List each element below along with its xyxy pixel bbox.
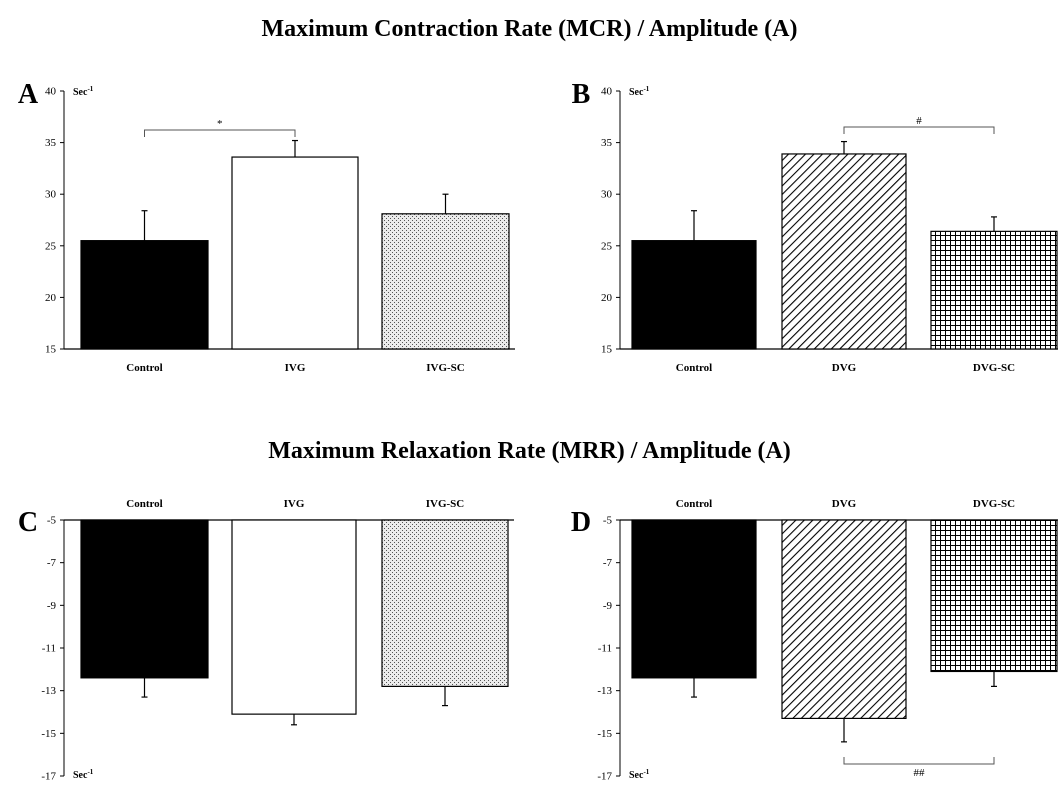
y-tick-label: 30	[601, 189, 613, 201]
y-tick-label: -7	[47, 557, 57, 569]
bar-control	[631, 240, 757, 350]
bar-dvg-sc	[930, 230, 1058, 350]
y-tick-label: -5	[47, 515, 57, 527]
chart-panel-b: B 15 20 25 30 35 40 Sec-1 Control DVG DVG-SC #	[572, 79, 1058, 374]
chart-panel-d: D -5 -7 -9 -11 -13 -15 -17 Sec-1 Control DVG DVG-SC…	[571, 498, 1058, 783]
y-tick-label: 35	[45, 137, 57, 149]
bar-ivg	[231, 519, 357, 715]
y-tick-label: -17	[41, 771, 56, 783]
bar-control	[80, 519, 209, 679]
category-label: DVG-SC	[973, 498, 1015, 510]
category-label: DVG	[832, 362, 857, 374]
bar-dvg-sc	[930, 519, 1058, 673]
y-unit-label: Sec-1	[73, 768, 94, 781]
category-label: Control	[126, 498, 162, 510]
bar-dvg	[781, 519, 907, 719]
category-label: IVG	[284, 498, 305, 510]
chart-panel-a: A 15 20 25 30 35 40 Sec-1 Control IVG IVG-SC *	[18, 79, 515, 374]
y-tick-label: -7	[603, 557, 613, 569]
bar-control	[80, 240, 209, 350]
category-label: IVG	[285, 362, 306, 374]
significance-bracket	[843, 757, 995, 765]
category-label: IVG-SC	[426, 362, 465, 374]
y-tick-label: 15	[601, 344, 613, 356]
y-tick-label: 40	[45, 86, 57, 98]
y-tick-label: 30	[45, 189, 57, 201]
y-tick-label: 25	[601, 240, 613, 252]
y-unit-label: Sec-1	[629, 768, 650, 781]
bar-ivg	[231, 156, 359, 350]
panel-label: C	[18, 507, 38, 538]
bar-dvg	[781, 153, 907, 350]
bar-control	[631, 519, 757, 679]
significance-marker: #	[916, 115, 922, 127]
y-tick-label: -17	[597, 771, 612, 783]
panel-label: A	[18, 79, 39, 110]
category-label: Control	[676, 498, 712, 510]
category-label: DVG-SC	[973, 362, 1015, 374]
y-tick-label: -13	[41, 685, 56, 697]
y-tick-label: -15	[597, 728, 612, 740]
significance-bracket	[144, 129, 296, 137]
y-tick-label: -9	[603, 600, 613, 612]
y-tick-label: 25	[45, 240, 57, 252]
bottom-section-title: Maximum Relaxation Rate (MRR) / Amplitud…	[268, 438, 791, 464]
significance-marker: *	[217, 118, 223, 130]
significance-bracket	[843, 126, 995, 134]
category-label: DVG	[832, 498, 857, 510]
y-tick-label: -11	[598, 643, 612, 655]
top-section-title: Maximum Contraction Rate (MCR) / Amplitu…	[261, 16, 798, 42]
y-tick-label: -15	[41, 728, 56, 740]
panel-label: B	[572, 79, 591, 110]
y-tick-label: -9	[47, 600, 57, 612]
chart-panel-c: C -5 -7 -9 -11 -13 -15 -17 Sec-1 Control IVG IVG-SC	[18, 498, 514, 783]
category-label: Control	[126, 362, 162, 374]
y-tick-label: 20	[601, 292, 613, 304]
y-tick-label: -5	[603, 515, 613, 527]
y-unit-label: Sec-1	[629, 85, 650, 98]
y-tick-label: 40	[601, 86, 613, 98]
y-tick-label: 20	[45, 292, 57, 304]
bar-ivg-sc	[381, 213, 510, 350]
significance-marker: ##	[914, 767, 926, 779]
category-label: Control	[676, 362, 712, 374]
bar-ivg-sc	[381, 519, 509, 687]
y-tick-label: -13	[597, 685, 612, 697]
y-tick-label: 15	[45, 344, 57, 356]
panel-label: D	[571, 507, 591, 538]
y-tick-label: -11	[42, 643, 56, 655]
category-label: IVG-SC	[426, 498, 465, 510]
y-unit-label: Sec-1	[73, 85, 94, 98]
y-tick-label: 35	[601, 137, 613, 149]
